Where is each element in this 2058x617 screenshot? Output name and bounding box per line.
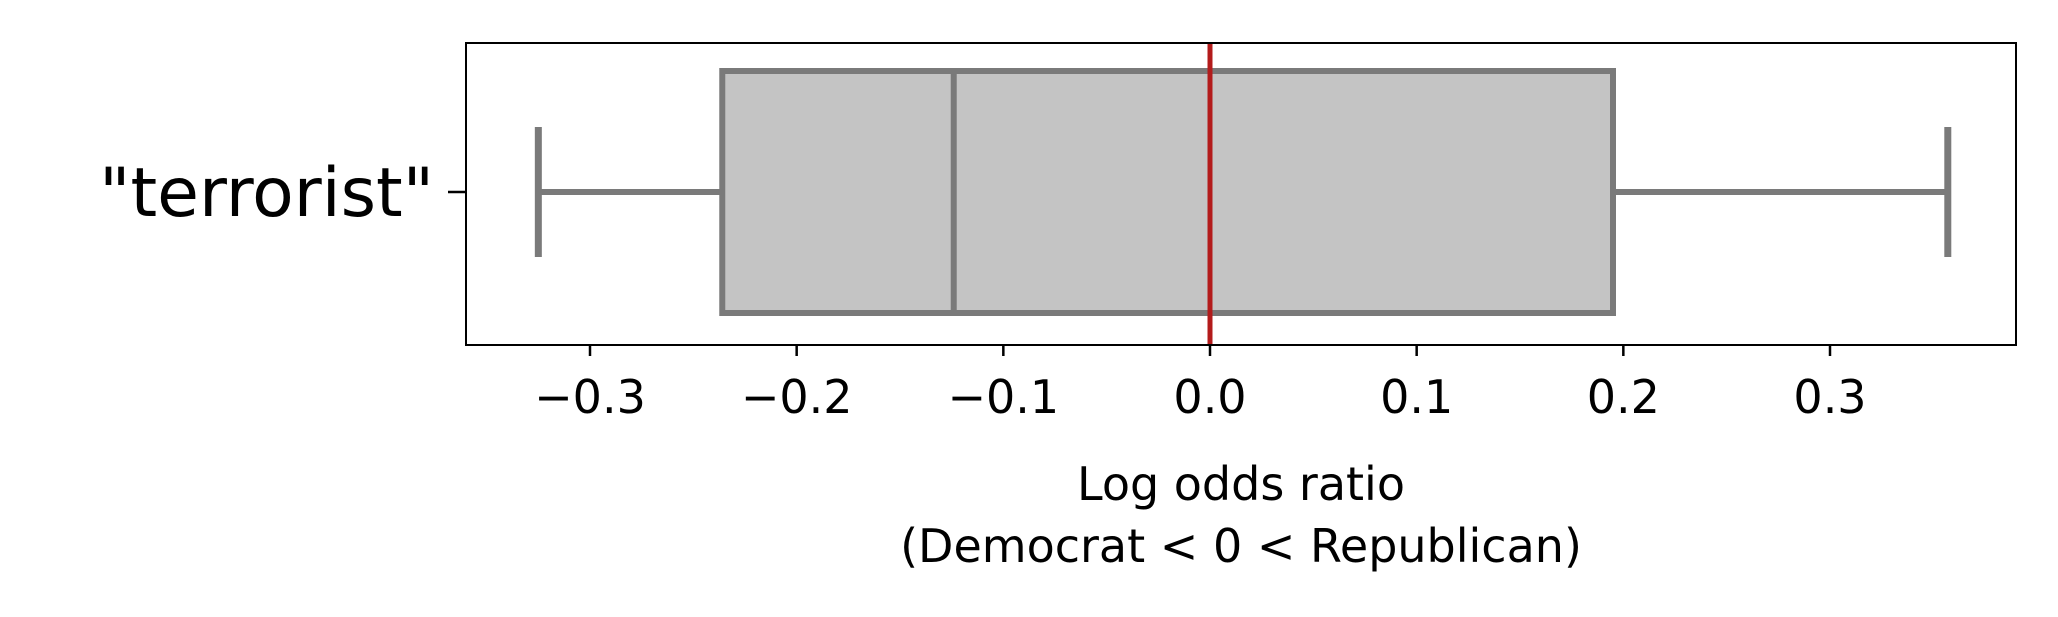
x-tick-label: −0.1: [947, 370, 1059, 424]
iqr-box: [719, 68, 1616, 316]
plot-frame: [465, 42, 2017, 346]
category-label: "terrorist": [99, 154, 434, 233]
x-axis-title-line-1: Log odds ratio: [1077, 457, 1405, 511]
x-tick-label: −0.2: [741, 370, 853, 424]
plot-layer: [534, 43, 1952, 345]
x-tick-label: 0.3: [1793, 370, 1866, 424]
x-axis-title: Log odds ratio (Democrat < 0 < Republican…: [900, 457, 1582, 573]
x-tick-label: 0.1: [1380, 370, 1453, 424]
x-tick-label: 0.0: [1173, 370, 1246, 424]
x-tick-label: 0.2: [1587, 370, 1660, 424]
x-tick-label: −0.3: [534, 370, 646, 424]
y-axis: "terrorist": [99, 154, 466, 233]
x-axis-title-line-2: (Democrat < 0 < Republican): [900, 519, 1582, 573]
x-axis: −0.3 −0.2 −0.1 0.0 0.1 0.2 0.3: [534, 345, 1867, 424]
